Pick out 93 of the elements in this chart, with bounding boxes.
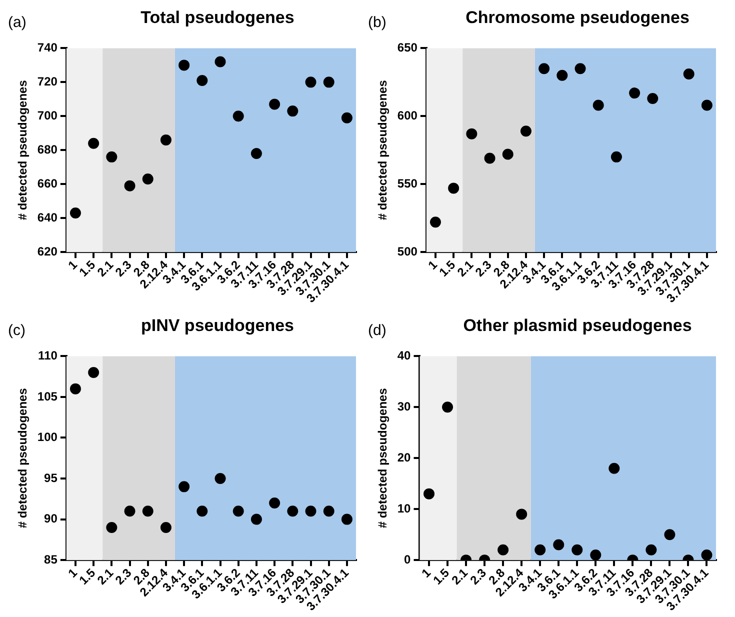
point: [142, 174, 154, 185]
point: [287, 506, 298, 517]
y-tick-label: 85: [44, 552, 58, 566]
y-tick-label: 600: [397, 108, 418, 122]
y-tick-label: 650: [397, 40, 418, 55]
point: [538, 63, 550, 74]
y-tick-label: 105: [37, 389, 58, 404]
point: [534, 544, 546, 556]
y-tick-label: 100: [37, 430, 58, 444]
y-axis-title: # detected pseudogenes: [16, 80, 30, 220]
point: [323, 76, 334, 88]
point: [70, 208, 81, 218]
point: [269, 98, 280, 110]
point: [214, 473, 226, 484]
point: [553, 539, 564, 550]
point: [124, 180, 136, 192]
chart-title: Chromosome pseudogenes: [464, 8, 690, 28]
point: [106, 151, 118, 162]
y-tick-label: 660: [37, 176, 58, 190]
y-tick-label: 620: [37, 244, 58, 258]
point: [572, 544, 583, 556]
text: (a): [8, 14, 26, 31]
point: [498, 544, 509, 556]
chart-title: Other plasmid pseudogenes: [462, 316, 693, 336]
point: [305, 506, 316, 517]
point: [502, 148, 514, 160]
point: [683, 68, 694, 80]
point: [160, 522, 172, 533]
y-tick-label: 20: [397, 450, 412, 464]
point: [574, 63, 586, 74]
point: [269, 497, 280, 508]
point: [646, 544, 657, 556]
point: [516, 508, 528, 520]
y-tick-label: 740: [37, 40, 58, 55]
y-tick-label: 0: [404, 552, 412, 566]
y-axis-title: # detected pseudogenes: [376, 388, 390, 528]
point: [287, 106, 298, 117]
point: [178, 60, 190, 71]
y-tick-label: 500: [397, 244, 418, 258]
y-axis-title: # detected pseudogenes: [376, 80, 390, 220]
point: [341, 514, 352, 525]
point: [124, 506, 136, 517]
point: [556, 70, 568, 81]
y-tick-label: 720: [37, 74, 58, 88]
y-tick-label: 680: [37, 142, 58, 156]
point: [484, 152, 496, 164]
point: [424, 488, 435, 500]
y-tick-label: 640: [37, 210, 58, 224]
point: [323, 506, 334, 517]
point: [178, 481, 190, 492]
point: [88, 138, 100, 149]
point: [88, 367, 100, 378]
point: [160, 134, 172, 146]
text: (d): [368, 322, 386, 339]
text: (b): [368, 14, 386, 31]
y-tick-label: 700: [37, 108, 58, 122]
point: [520, 126, 532, 137]
point: [448, 182, 460, 194]
y-tick-label: 550: [397, 176, 418, 190]
text: (c): [8, 322, 26, 339]
point: [608, 462, 620, 474]
point: [232, 506, 244, 517]
y-tick-label: 110: [38, 348, 58, 363]
point: [610, 151, 622, 162]
point: [250, 514, 262, 525]
point: [232, 110, 244, 122]
point: [629, 88, 640, 99]
point: [442, 402, 454, 413]
point: [196, 74, 208, 86]
point: [590, 549, 602, 560]
point: [647, 92, 658, 104]
y-tick-label: 10: [397, 501, 412, 516]
point: [341, 112, 352, 124]
point: [70, 383, 81, 394]
chart-title: pINV pseudogenes: [140, 316, 296, 336]
point: [142, 506, 154, 517]
point: [664, 529, 676, 540]
y-axis-title: # detected pseudogenes: [16, 388, 30, 528]
point: [305, 76, 316, 88]
point: [250, 148, 262, 160]
point: [466, 128, 478, 140]
point: [430, 216, 441, 228]
y-tick-label: 40: [397, 348, 412, 363]
point: [592, 100, 604, 111]
y-tick-label: 90: [44, 512, 58, 526]
y-tick-label: 95: [44, 470, 58, 485]
point: [701, 549, 712, 560]
point: [196, 506, 208, 517]
point: [214, 56, 226, 68]
chart-title: Total pseudogenes: [140, 8, 296, 28]
y-tick-label: 30: [397, 399, 412, 414]
point: [106, 522, 118, 533]
point: [701, 100, 712, 111]
